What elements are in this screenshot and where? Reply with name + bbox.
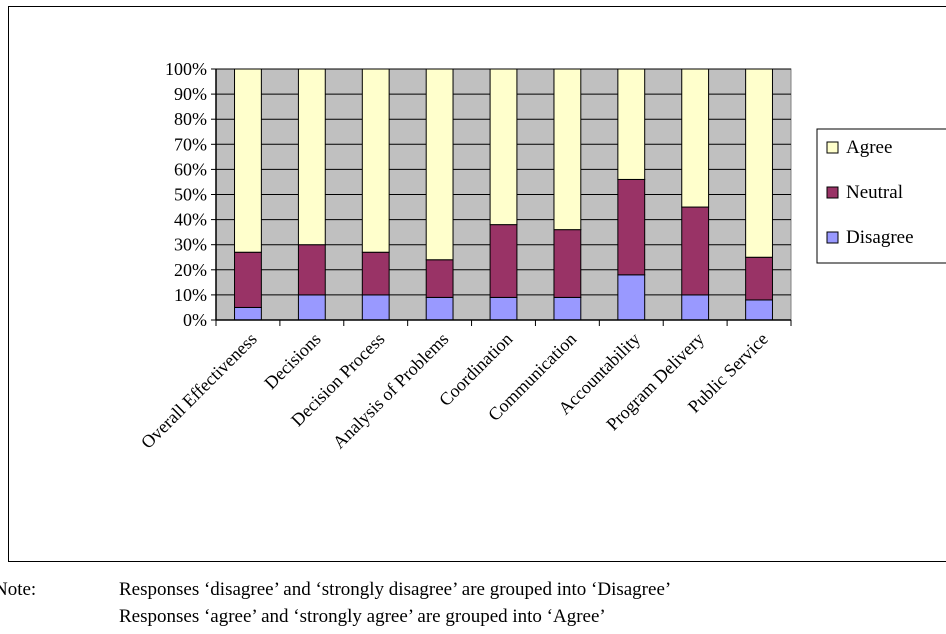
legend-swatch-agree xyxy=(826,141,839,154)
y-tick-label: 30% xyxy=(174,235,207,255)
bar-agree xyxy=(297,68,326,246)
y-tick-label: 80% xyxy=(174,109,207,129)
bar-disagree xyxy=(553,296,582,321)
bar-neutral xyxy=(297,244,326,296)
bar-neutral xyxy=(425,259,454,298)
bar-agree xyxy=(425,68,454,261)
bar-neutral xyxy=(234,251,262,308)
bar-neutral xyxy=(617,178,646,276)
x-category-label: Decisions xyxy=(260,329,324,393)
bar-neutral xyxy=(745,256,773,301)
bar-neutral xyxy=(681,206,710,296)
y-tick-label: 20% xyxy=(174,260,207,280)
x-category-label: Overall Effectiveness xyxy=(137,329,261,453)
legend-label-agree: Agree xyxy=(846,137,892,158)
bar-disagree xyxy=(361,294,390,321)
bar-disagree xyxy=(617,274,646,321)
bar-agree xyxy=(489,68,518,226)
bar-agree xyxy=(745,68,773,258)
legend-swatch-neutral xyxy=(826,186,839,199)
bars xyxy=(234,68,773,321)
note-line-2: Responses ‘agree’ and ‘strongly agree’ a… xyxy=(119,606,606,627)
bar-disagree xyxy=(681,294,710,321)
bar-disagree xyxy=(745,299,773,321)
y-tick-label: 100% xyxy=(165,59,207,79)
bar-agree xyxy=(234,68,262,253)
bar-agree xyxy=(361,68,390,253)
y-tick-label: 60% xyxy=(174,159,207,179)
bar-disagree xyxy=(297,294,326,321)
bar-agree xyxy=(553,68,582,231)
y-tick-label: 70% xyxy=(174,134,207,154)
bar-agree xyxy=(617,68,646,180)
y-tick-labels: 0% 10% 20% 30% 40% 50% 60% 70% 80% 90% 100% xyxy=(165,59,216,330)
y-tick-label: 90% xyxy=(174,84,207,104)
bar-disagree xyxy=(234,306,262,321)
legend-label-neutral: Neutral xyxy=(846,182,903,203)
stacked-bar-chart: 0% 10% 20% 30% 40% 50% 60% 70% 80% 90% 100% Overal… xyxy=(137,59,946,453)
bar-neutral xyxy=(553,229,582,298)
y-tick-label: 10% xyxy=(174,285,207,305)
y-tick-label: 50% xyxy=(174,185,207,205)
y-tick-label: 0% xyxy=(183,310,207,330)
bar-disagree xyxy=(489,296,518,321)
legend-label-disagree: Disagree xyxy=(846,227,914,248)
legend-swatch-disagree xyxy=(826,231,839,244)
bar-neutral xyxy=(489,224,518,298)
bar-disagree xyxy=(425,296,454,321)
legend: Agree Neutral Disagree xyxy=(816,128,946,264)
note-label: Note: xyxy=(0,579,37,600)
y-tick-label: 40% xyxy=(174,210,207,230)
bar-neutral xyxy=(361,251,390,296)
bar-agree xyxy=(681,68,710,208)
chart-frame: 0% 10% 20% 30% 40% 50% 60% 70% 80% 90% 100% Overal… xyxy=(8,6,946,562)
note-line-1: Responses ‘disagree’ and ‘strongly disag… xyxy=(119,579,672,600)
x-category-label: Analysis of Problems xyxy=(329,329,453,453)
